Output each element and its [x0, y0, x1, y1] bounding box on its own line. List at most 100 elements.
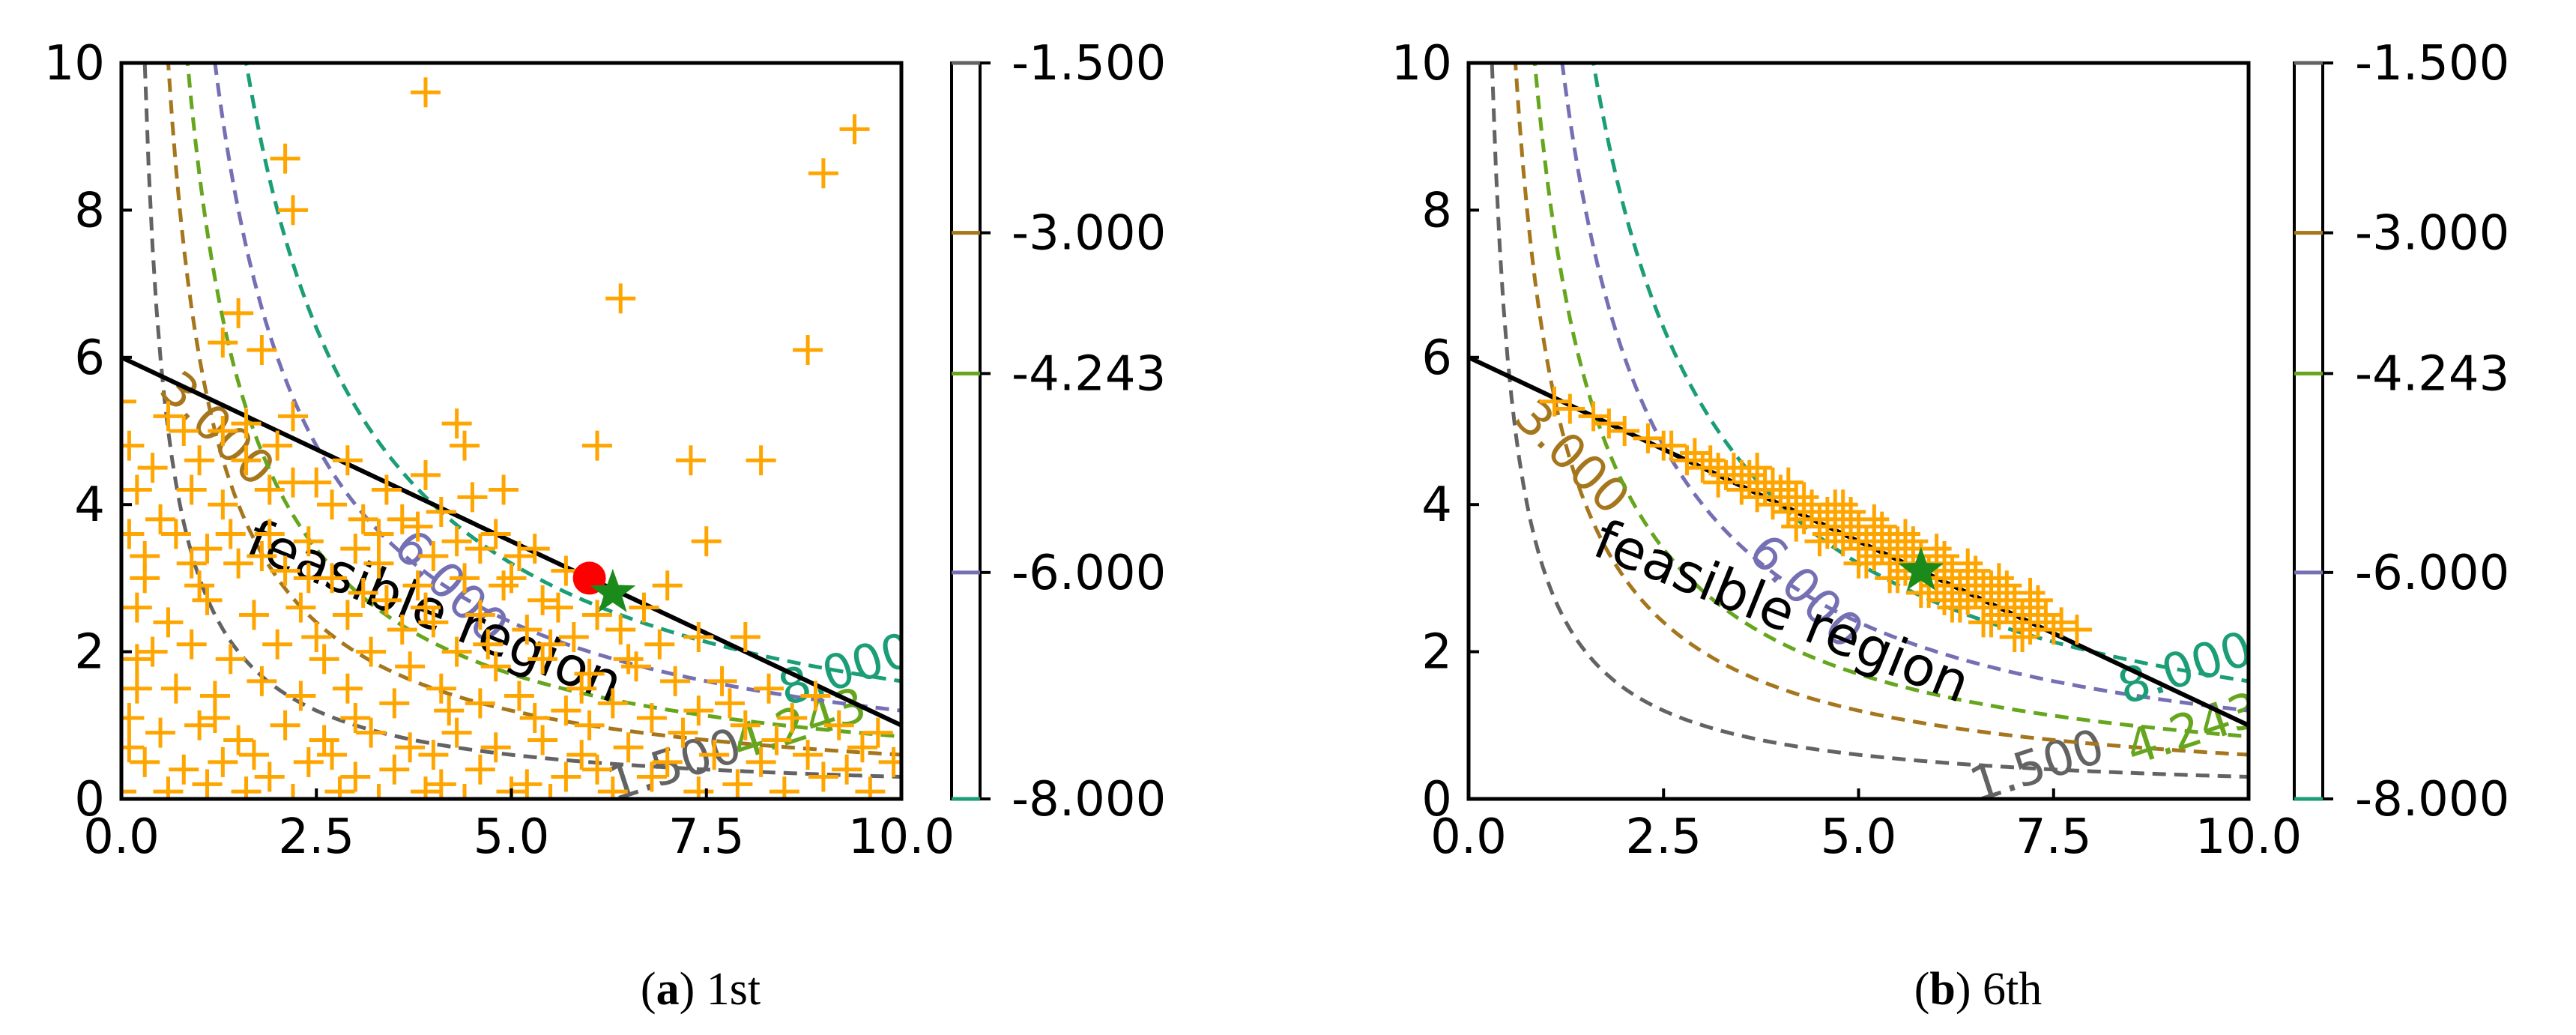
- sample-point: [1703, 453, 1734, 483]
- sample-point: [223, 298, 254, 328]
- sample-point: [574, 710, 605, 740]
- colorbar-tick-label: -6.000: [1012, 546, 1166, 601]
- sample-point: [199, 702, 230, 733]
- sample-point: [317, 489, 348, 520]
- sample-point: [332, 673, 363, 704]
- sample-point: [1921, 534, 1952, 564]
- sample-point: [1781, 511, 1812, 542]
- sample-point: [208, 746, 238, 777]
- sample-point: [153, 401, 184, 432]
- y-tick-label: 0: [1421, 772, 1452, 827]
- sample-point: [254, 474, 285, 505]
- sample-point: [379, 754, 410, 785]
- sample-point: [793, 334, 823, 365]
- sample-point: [441, 636, 472, 667]
- sample-point: [636, 761, 667, 792]
- colorbar-tick-label: -8.000: [1012, 772, 1166, 827]
- sample-point: [395, 651, 426, 682]
- sample-point: [652, 746, 683, 777]
- sample-point: [184, 445, 215, 476]
- sample-point: [247, 666, 277, 696]
- sample-point: [121, 776, 136, 799]
- sample-point: [832, 754, 862, 785]
- sample-point: [121, 474, 152, 505]
- x-tick-label: 2.5: [278, 809, 354, 865]
- sample-point: [2031, 600, 2061, 630]
- sample-point: [363, 548, 394, 579]
- sample-point: [504, 540, 534, 571]
- sample-point: [473, 629, 504, 660]
- sample-point: [527, 644, 558, 675]
- colorbar-tick-label: -1.500: [1012, 36, 1166, 91]
- sample-point: [675, 445, 706, 476]
- sample-point: [699, 740, 730, 770]
- sample-point: [558, 621, 589, 652]
- sample-point: [426, 497, 456, 528]
- sample-point: [176, 474, 207, 505]
- sample-point: [434, 695, 465, 726]
- x-tick-label: 7.5: [668, 809, 745, 865]
- sample-point: [457, 482, 488, 513]
- contour-line-3.000: [166, 63, 901, 757]
- sample-point: [1633, 423, 1663, 453]
- sample-point: [1905, 578, 1936, 609]
- sample-point: [519, 702, 550, 733]
- sample-point: [1929, 540, 1960, 571]
- sample-point: [527, 725, 558, 755]
- caption-b: (b) 6th: [1914, 964, 2043, 1015]
- sample-point: [527, 585, 558, 615]
- sample-point: [348, 578, 378, 609]
- sample-point: [410, 592, 441, 623]
- sample-point: [231, 445, 261, 476]
- y-tick-label: 4: [74, 477, 105, 533]
- sample-point: [293, 526, 324, 557]
- sample-point: [169, 416, 199, 446]
- sample-point: [621, 651, 652, 682]
- caption-a: (a) 1st: [641, 964, 761, 1015]
- sample-point: [1765, 474, 1796, 505]
- sample-point: [192, 534, 223, 564]
- sample-point: [683, 776, 714, 799]
- sample-point: [317, 740, 348, 770]
- sample-point: [808, 158, 838, 189]
- sample-point: [1695, 445, 1726, 476]
- sample-point: [121, 430, 145, 461]
- sample-point: [254, 761, 285, 792]
- sample-point: [450, 784, 480, 799]
- sample-point: [1843, 548, 1874, 579]
- y-tick-label: 4: [1421, 477, 1452, 533]
- sample-point: [1742, 453, 1773, 483]
- x-tick-label: 5.0: [474, 809, 550, 865]
- sample-point: [878, 746, 901, 777]
- sample-point: [2015, 578, 2046, 609]
- sample-point: [426, 673, 456, 704]
- sample-point: [1976, 570, 2007, 601]
- sample-point: [410, 776, 441, 799]
- sample-point: [800, 681, 831, 711]
- sample-point: [1539, 386, 1570, 417]
- sample-point: [746, 445, 776, 476]
- sample-point: [769, 776, 799, 799]
- sample-point: [441, 408, 472, 439]
- sample-point: [340, 702, 371, 733]
- sample-point: [1882, 526, 1913, 557]
- sample-point: [862, 717, 893, 748]
- sample-point: [480, 651, 511, 682]
- sample-point: [512, 615, 542, 645]
- colorbar-frame: [2293, 61, 2324, 800]
- sample-point: [542, 592, 573, 623]
- sample-point: [410, 459, 441, 490]
- sample-point: [714, 688, 745, 719]
- sample-point: [1999, 621, 2030, 652]
- sample-point: [208, 416, 238, 446]
- x-tick-label: 5.0: [1821, 809, 1897, 865]
- sample-point: [551, 761, 581, 792]
- sample-point: [465, 600, 495, 630]
- sample-point: [324, 776, 355, 799]
- sample-point: [278, 195, 309, 226]
- sample-point: [254, 519, 285, 549]
- contour-line-1.500: [1490, 63, 2249, 779]
- sample-point: [660, 666, 691, 696]
- sample-point: [613, 732, 644, 763]
